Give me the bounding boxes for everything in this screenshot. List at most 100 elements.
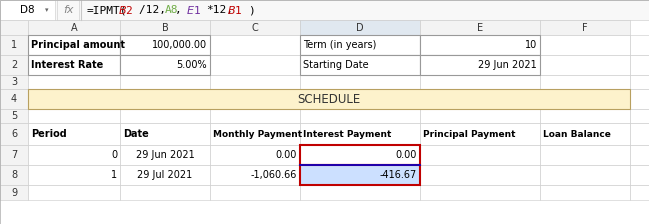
Bar [0, 35, 28, 55]
Bar [420, 55, 540, 75]
Bar [210, 75, 300, 89]
Text: SCHEDULE: SCHEDULE [297, 93, 361, 106]
Text: D8: D8 [20, 5, 35, 15]
Bar [420, 109, 540, 123]
Text: 3: 3 [11, 77, 17, 87]
Bar [300, 35, 420, 55]
Text: 0.00: 0.00 [396, 150, 417, 160]
Bar [630, 89, 649, 109]
Bar [300, 55, 420, 75]
Text: Interest Rate: Interest Rate [31, 60, 103, 70]
Bar [540, 20, 630, 35]
Bar [28, 35, 120, 55]
Text: $E$1: $E$1 [186, 4, 201, 16]
Bar [630, 35, 649, 55]
Text: 6: 6 [11, 129, 17, 139]
Bar [420, 123, 540, 145]
Bar [120, 109, 210, 123]
Bar [630, 165, 649, 185]
Bar [120, 35, 210, 55]
Bar [210, 20, 300, 35]
Bar [0, 75, 28, 89]
Bar [630, 55, 649, 75]
Bar [120, 35, 210, 55]
Bar [540, 35, 630, 55]
Text: 0.00: 0.00 [276, 150, 297, 160]
Text: /12,: /12, [139, 5, 173, 15]
Bar [120, 165, 210, 185]
Bar [300, 35, 420, 55]
Bar [300, 123, 420, 145]
Bar [420, 35, 540, 55]
Text: $B$1: $B$1 [227, 4, 243, 16]
Bar [0, 165, 28, 185]
Bar [420, 165, 540, 185]
Bar [420, 20, 540, 35]
Text: ,: , [175, 5, 189, 15]
Bar [420, 185, 540, 200]
Bar [300, 75, 420, 89]
Text: 2: 2 [11, 60, 17, 70]
Text: 1: 1 [111, 170, 117, 180]
Bar [420, 145, 540, 165]
Text: 29 Jun 2021: 29 Jun 2021 [136, 150, 194, 160]
Bar [300, 109, 420, 123]
Bar [28, 89, 120, 109]
Bar [210, 123, 300, 145]
Bar [300, 145, 420, 165]
Text: $B$2: $B$2 [118, 4, 134, 16]
Text: A: A [71, 22, 77, 32]
Text: Term (in years): Term (in years) [303, 40, 376, 50]
Bar [120, 123, 210, 145]
Bar [420, 35, 540, 55]
Bar [540, 185, 630, 200]
Text: 5: 5 [11, 111, 17, 121]
Bar [0, 0, 55, 20]
Bar [540, 89, 630, 109]
Text: Period: Period [31, 129, 67, 139]
Bar [120, 145, 210, 165]
Text: Monthly Payment: Monthly Payment [213, 129, 302, 138]
Bar [28, 145, 120, 165]
Bar [28, 20, 120, 35]
Bar [0, 0, 649, 20]
Bar [120, 55, 210, 75]
Text: 100,000.00: 100,000.00 [152, 40, 207, 50]
Bar [300, 145, 420, 165]
Text: 29 Jul 2021: 29 Jul 2021 [138, 170, 193, 180]
Bar [28, 185, 120, 200]
Text: 10: 10 [525, 40, 537, 50]
Bar [28, 89, 630, 109]
Bar [630, 185, 649, 200]
Bar [630, 109, 649, 123]
Text: fx: fx [63, 5, 73, 15]
Text: 7: 7 [11, 150, 17, 160]
Bar [210, 109, 300, 123]
Text: Date: Date [123, 129, 149, 139]
Text: -1,060.66: -1,060.66 [251, 170, 297, 180]
Bar [120, 185, 210, 200]
Text: 1: 1 [11, 40, 17, 50]
Bar [630, 145, 649, 165]
Bar [0, 185, 28, 200]
Bar [120, 75, 210, 89]
Bar [630, 123, 649, 145]
Bar [0, 55, 28, 75]
Text: A8: A8 [165, 5, 178, 15]
Text: =IPMT(: =IPMT( [87, 5, 127, 15]
Bar [28, 123, 120, 145]
Text: 9: 9 [11, 187, 17, 198]
Bar [420, 89, 540, 109]
Bar [210, 185, 300, 200]
Bar [300, 20, 420, 35]
Text: Principal Payment: Principal Payment [423, 129, 515, 138]
Bar [630, 75, 649, 89]
Bar [540, 123, 630, 145]
Bar [540, 55, 630, 75]
Bar [0, 89, 28, 109]
Bar [300, 89, 420, 109]
Bar [0, 109, 28, 123]
Text: 29 Jun 2021: 29 Jun 2021 [478, 60, 537, 70]
Bar [540, 165, 630, 185]
Bar [57, 0, 79, 20]
